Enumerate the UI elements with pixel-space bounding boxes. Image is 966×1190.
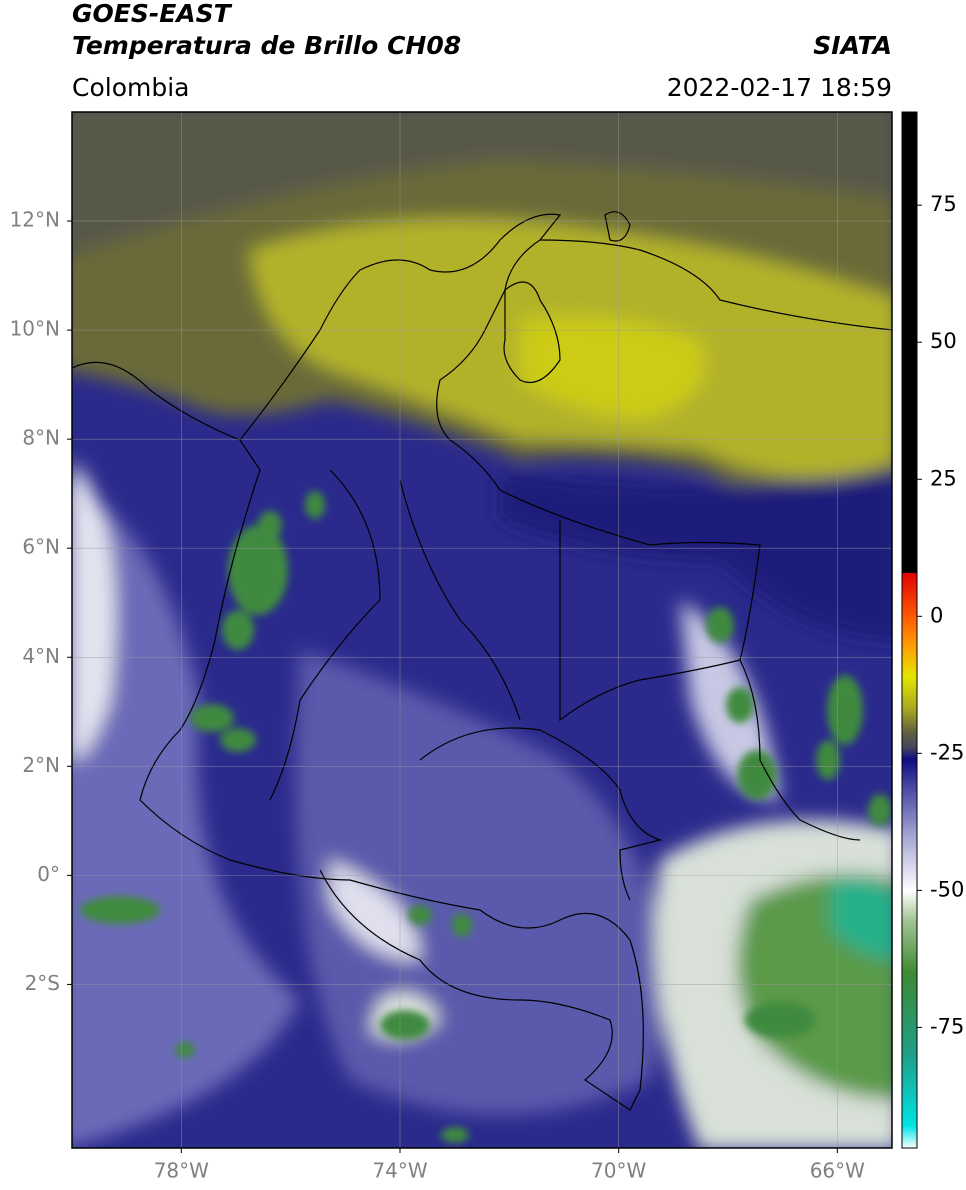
y-tick-label: 10°N — [10, 317, 60, 341]
colorbar-segment — [902, 972, 917, 1056]
colorbar-segment — [902, 616, 917, 645]
y-tick-label: 12°N — [10, 208, 60, 232]
colorbar-segment — [902, 731, 917, 749]
colorbar-segment — [902, 1054, 917, 1127]
colorbar-segment — [902, 890, 917, 919]
timestamp: 2022-02-17 18:59 — [667, 73, 892, 102]
subtitle: Temperatura de Brillo CH08 — [72, 31, 461, 60]
colorbar-segment — [902, 1126, 917, 1149]
x-tick-label: 74°W — [372, 1159, 427, 1183]
title: GOES-EAST — [72, 0, 233, 28]
colorbar-segment — [902, 709, 917, 732]
y-tick-label: 2°N — [22, 753, 60, 777]
borders — [72, 211, 892, 1111]
colorbar-segment — [902, 676, 917, 710]
colorbar-label: 75 — [930, 192, 957, 216]
y-tick-label: 4°N — [22, 644, 60, 668]
source: SIATA — [813, 31, 892, 60]
x-tick-label: 70°W — [591, 1159, 646, 1183]
y-tick-label: 2°S — [25, 971, 60, 995]
y-tick-label: 0° — [37, 862, 60, 886]
colorbar-label: -50 — [930, 877, 964, 901]
colorbar-segment — [902, 835, 917, 891]
colorbar-label: 50 — [930, 329, 957, 353]
x-tick-label: 78°W — [154, 1159, 209, 1183]
y-tick-label: 8°N — [22, 426, 60, 450]
colorbar-label: -75 — [930, 1014, 964, 1038]
colorbar-segment — [902, 572, 917, 617]
colorbar-segment — [902, 758, 917, 782]
colorbar-frame — [901, 111, 918, 1149]
x-tick-label: 66°W — [810, 1159, 865, 1183]
colorbar-segment — [902, 917, 917, 974]
map-frame — [71, 111, 893, 1149]
colorbar-label: 25 — [930, 466, 957, 490]
colorbar-segment — [902, 747, 917, 760]
colorbar-label: -25 — [930, 740, 964, 764]
colorbar-segment — [902, 112, 917, 573]
region: Colombia — [72, 73, 189, 102]
colorbar-segment — [902, 780, 917, 837]
satellite-image — [72, 112, 892, 1148]
colorbar-segment — [902, 643, 917, 678]
colorbar-label: 0 — [930, 603, 943, 627]
y-tick-label: 6°N — [22, 535, 60, 559]
